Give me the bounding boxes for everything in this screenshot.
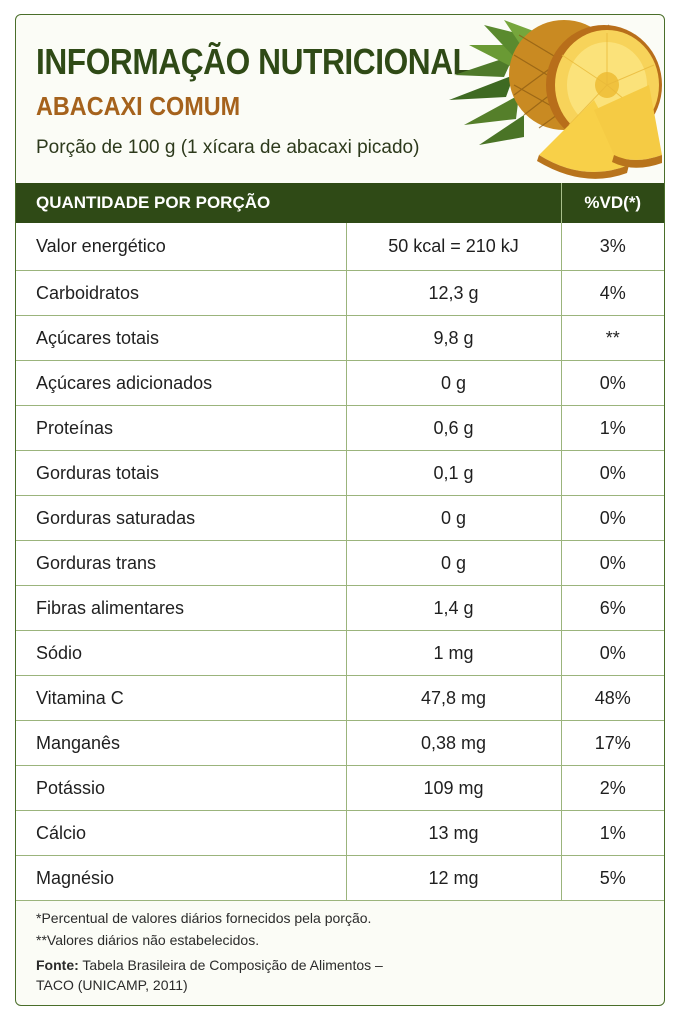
nutrient-name: Açúcares totais	[16, 315, 347, 361]
table-row: Açúcares totais 9,8 g **	[16, 315, 664, 361]
nutrient-name: Manganês	[16, 720, 347, 766]
nutrient-vd: 2%	[561, 765, 664, 811]
nutrient-name: Fibras alimentares	[16, 585, 347, 631]
nutrient-name: Carboidratos	[16, 270, 347, 316]
pineapple-slices-image	[449, 20, 662, 179]
table-row: Sódio 1 mg 0%	[16, 630, 664, 676]
nutrient-amount: 12,3 g	[346, 270, 562, 316]
table-row: Gorduras totais 0,1 g 0%	[16, 450, 664, 496]
nutrient-amount: 13 mg	[346, 810, 562, 856]
page-title: INFORMAÇÃO NUTRICIONAL	[36, 41, 472, 82]
nutrient-vd: 0%	[561, 630, 664, 676]
nutrition-card: INFORMAÇÃO NUTRICIONAL ABACAXI COMUM Por…	[15, 14, 665, 1006]
nutrient-vd: 3%	[561, 223, 664, 271]
nutrient-name: Proteínas	[16, 405, 347, 451]
nutrient-vd: 0%	[561, 450, 664, 496]
nutrient-vd: 5%	[561, 855, 664, 901]
nutrition-table: QUANTIDADE POR PORÇÃO %VD(*) Valor energ…	[16, 183, 664, 901]
nutrient-vd: **	[561, 315, 664, 361]
table-row: Gorduras trans 0 g 0%	[16, 540, 664, 586]
product-name: ABACAXI COMUM	[36, 91, 241, 121]
nutrient-vd: 1%	[561, 810, 664, 856]
nutrient-amount: 47,8 mg	[346, 675, 562, 721]
nutrient-name: Açúcares adicionados	[16, 360, 347, 406]
nutrient-name: Gorduras saturadas	[16, 495, 347, 541]
table-row: Fibras alimentares 1,4 g 6%	[16, 585, 664, 631]
nutrient-amount: 0 g	[346, 495, 562, 541]
nutrient-vd: 6%	[561, 585, 664, 631]
nutrient-vd: 48%	[561, 675, 664, 721]
nutrient-vd: 1%	[561, 405, 664, 451]
table-row: Proteínas 0,6 g 1%	[16, 405, 664, 451]
nutrient-amount: 0 g	[346, 360, 562, 406]
nutrient-name: Vitamina C	[16, 675, 347, 721]
nutrient-name: Magnésio	[16, 855, 347, 901]
table-row: Magnésio 12 mg 5%	[16, 855, 664, 901]
nutrient-name: Valor energético	[16, 223, 347, 271]
source-note: Fonte: Tabela Brasileira de Composição d…	[36, 955, 383, 995]
table-row: Cálcio 13 mg 1%	[16, 810, 664, 856]
nutrient-vd: 0%	[561, 495, 664, 541]
source-text-2: TACO (UNICAMP, 2011)	[36, 977, 188, 993]
vd-column-header: %VD(*)	[561, 183, 664, 223]
nutrient-amount: 1,4 g	[346, 585, 562, 631]
nutrient-amount: 0,38 mg	[346, 720, 562, 766]
nutrient-amount: 0,6 g	[346, 405, 562, 451]
nutrient-vd: 0%	[561, 360, 664, 406]
nutrient-name: Cálcio	[16, 810, 347, 856]
portion-size: Porção de 100 g (1 xícara de abacaxi pic…	[36, 137, 420, 158]
nutrient-amount: 0 g	[346, 540, 562, 586]
nutrient-amount: 50 kcal = 210 kJ	[346, 223, 562, 271]
table-row: Carboidratos 12,3 g 4%	[16, 270, 664, 316]
table-header-row: QUANTIDADE POR PORÇÃO %VD(*)	[16, 183, 664, 223]
nutrient-vd: 17%	[561, 720, 664, 766]
nutrient-name: Gorduras totais	[16, 450, 347, 496]
table-row: Gorduras saturadas 0 g 0%	[16, 495, 664, 541]
table-row: Manganês 0,38 mg 17%	[16, 720, 664, 766]
nutrient-amount: 12 mg	[346, 855, 562, 901]
quantity-column-header: QUANTIDADE POR PORÇÃO	[16, 183, 562, 223]
nutrient-amount: 9,8 g	[346, 315, 562, 361]
nutrient-vd: 0%	[561, 540, 664, 586]
table-row: Vitamina C 47,8 mg 48%	[16, 675, 664, 721]
nutrient-vd: 4%	[561, 270, 664, 316]
table-row: Valor energético 50 kcal = 210 kJ 3%	[16, 223, 664, 271]
nutrient-amount: 1 mg	[346, 630, 562, 676]
nutrient-name: Potássio	[16, 765, 347, 811]
label-header: INFORMAÇÃO NUTRICIONAL ABACAXI COMUM Por…	[16, 15, 664, 183]
source-text: Tabela Brasileira de Composição de Alime…	[82, 957, 383, 973]
footnotes: *Percentual de valores diários fornecido…	[36, 907, 383, 995]
nutrient-name: Sódio	[16, 630, 347, 676]
nutrient-amount: 0,1 g	[346, 450, 562, 496]
nutrient-name: Gorduras trans	[16, 540, 347, 586]
source-label: Fonte:	[36, 957, 79, 973]
nutrient-amount: 109 mg	[346, 765, 562, 811]
footnote-not-established: **Valores diários não estabelecidos.	[36, 932, 260, 948]
table-row: Açúcares adicionados 0 g 0%	[16, 360, 664, 406]
table-row: Potássio 109 mg 2%	[16, 765, 664, 811]
footnote-vd: *Percentual de valores diários fornecido…	[36, 910, 372, 926]
